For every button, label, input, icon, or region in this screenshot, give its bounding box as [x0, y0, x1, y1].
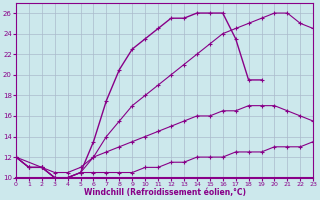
X-axis label: Windchill (Refroidissement éolien,°C): Windchill (Refroidissement éolien,°C) [84, 188, 245, 197]
